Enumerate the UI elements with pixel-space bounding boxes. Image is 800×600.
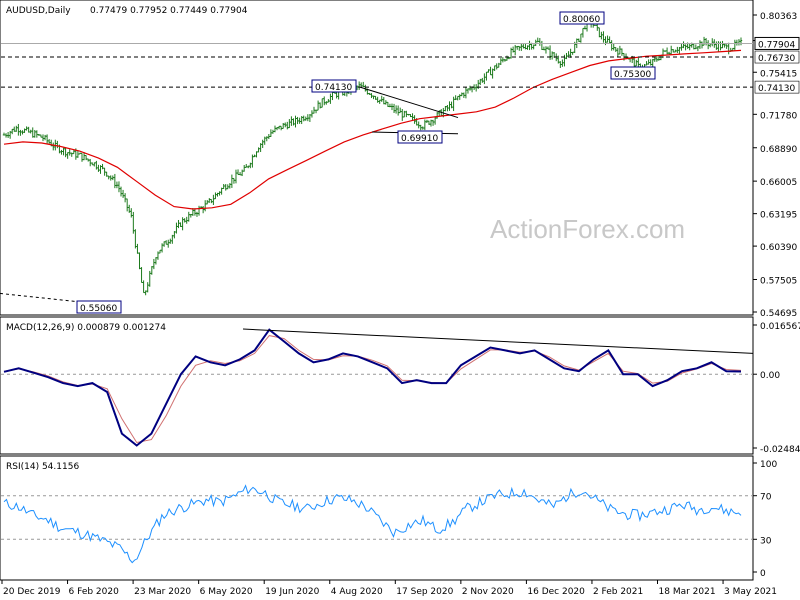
rsi-tick-label: 100 (760, 460, 777, 470)
rsi-tick-label: 0 (760, 569, 766, 579)
annotation-box (397, 130, 443, 144)
price-tick-label: 0.57505 (760, 276, 797, 286)
price-tick-label: 0.68890 (760, 145, 797, 155)
date-tick-label: 19 Jun 2020 (265, 587, 319, 597)
price-label-box (754, 50, 800, 64)
price-y-axis: 0.803630.781550.754150.717800.688900.660… (753, 12, 800, 319)
date-tick-label: 17 Sep 2020 (396, 587, 453, 597)
macd-divergence-line (242, 328, 754, 354)
macd-panel-frame (0, 316, 754, 455)
macd-tick-label: 0.00 (760, 371, 780, 381)
rsi-line (3, 484, 742, 564)
date-x-axis: 20 Dec 2019 6 Feb 2020 23 Mar 2020 6 May 20… (1, 580, 777, 597)
date-tick-label: 2 Nov 2020 (462, 587, 514, 597)
watermark: ActionForex.com (490, 214, 685, 244)
trendline-dotted (0, 292, 121, 307)
date-tick-label: 6 May 2020 (200, 587, 253, 597)
price-tick-label: 0.80363 (760, 12, 797, 22)
rsi-panel-frame (0, 455, 754, 581)
annotation-box (610, 66, 656, 80)
price-tick-label: 0.60390 (760, 243, 797, 253)
annotation-label: 0.75300 (614, 70, 651, 80)
macd-title: MACD(12,26,9) 0.000879 0.001274 (6, 323, 166, 333)
price-label: 0.74130 (758, 84, 795, 94)
price-title: AUDUSD,Daily (6, 6, 71, 16)
price-label-box (754, 80, 800, 94)
date-tick-label: 18 Mar 2021 (659, 587, 716, 597)
annotation-box (311, 79, 357, 93)
price-tick-label: 0.63195 (760, 211, 797, 221)
annotation-label: 0.74130 (315, 83, 352, 93)
price-label: 0.77904 (758, 40, 795, 50)
price-label-box (754, 36, 800, 50)
rsi-y-axis: 100 70 30 0 (753, 460, 777, 579)
trendline-down (359, 86, 459, 119)
date-tick-label: 4 Aug 2020 (331, 587, 383, 597)
annotation-label: 0.69910 (401, 134, 438, 144)
annotation-label: 0.55060 (80, 304, 117, 314)
rsi-tick-label: 30 (760, 536, 772, 546)
macd-y-axis: 0.016567 0.00 -0.02484 (753, 322, 800, 455)
date-tick-label: 23 Mar 2020 (134, 587, 191, 597)
rsi-title: RSI(14) 54.1156 (6, 462, 79, 472)
price-tick-label: 0.71780 (760, 111, 797, 121)
rsi-tick-label: 70 (760, 493, 772, 503)
annotation-box (559, 11, 605, 25)
price-tick-label: 0.66005 (760, 178, 797, 188)
date-tick-label: 16 Dec 2020 (527, 587, 585, 597)
price-label: 0.76730 (758, 54, 795, 64)
price-panel: 0.80060 0.74130 0.69910 0.75300 0.55060 (0, 11, 753, 314)
annotation-box (76, 300, 122, 314)
macd-tick-label: -0.02484 (760, 445, 800, 455)
macd-tick-label: 0.016567 (760, 322, 800, 332)
price-ohlc: 0.77479 0.77952 0.77449 0.77904 (90, 6, 248, 16)
date-tick-label: 6 Feb 2020 (69, 587, 120, 597)
price-tick-label: 0.54695 (760, 309, 797, 319)
macd-panel (1, 328, 754, 447)
date-tick-label: 3 May 2021 (724, 587, 777, 597)
date-tick-label: 20 Dec 2019 (3, 587, 61, 597)
date-tick-label: 2 Feb 2021 (593, 587, 643, 597)
annotation-label: 0.80060 (563, 15, 600, 25)
price-panel-frame (0, 0, 754, 316)
price-tick-label: 0.75415 (760, 69, 797, 79)
rsi-panel (1, 484, 753, 564)
macd-line (3, 328, 742, 447)
